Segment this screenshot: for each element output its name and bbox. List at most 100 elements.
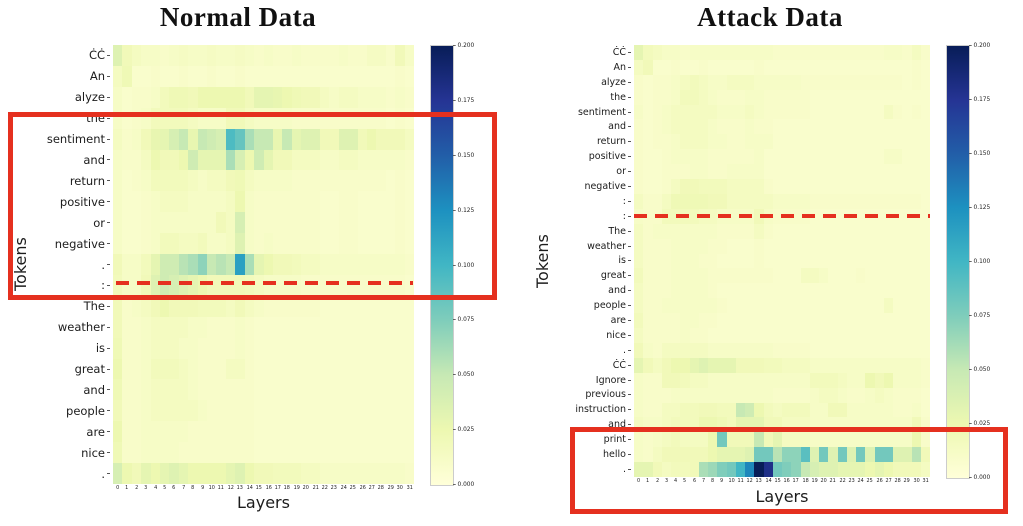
y-token-label: is bbox=[0, 338, 110, 359]
heatmap-cell bbox=[643, 104, 653, 120]
heatmap-cell bbox=[782, 134, 792, 150]
heatmap-cell bbox=[920, 134, 930, 150]
heatmap-cell bbox=[874, 432, 884, 448]
x-tick-label: 30 bbox=[912, 478, 920, 484]
heatmap-cell bbox=[883, 432, 893, 448]
heatmap-cell bbox=[671, 193, 681, 209]
heatmap-cell bbox=[865, 74, 875, 90]
heatmap-cell bbox=[708, 417, 718, 433]
heatmap-cell bbox=[745, 313, 755, 329]
heatmap-cell bbox=[735, 387, 745, 403]
heatmap-cell bbox=[745, 179, 755, 194]
heatmap-cell bbox=[772, 164, 782, 180]
heatmap-cell bbox=[263, 149, 273, 171]
heatmap-cell bbox=[282, 254, 292, 275]
heatmap-cell bbox=[772, 89, 782, 105]
heatmap-cell bbox=[874, 134, 884, 150]
heatmap-cell bbox=[782, 283, 792, 299]
heatmap-cell bbox=[404, 149, 414, 171]
heatmap-cell bbox=[902, 74, 912, 90]
heatmap-cell bbox=[225, 170, 236, 192]
heatmap-cell bbox=[178, 254, 189, 275]
heatmap-cell bbox=[141, 45, 151, 66]
heatmap-cell bbox=[310, 233, 320, 255]
heatmap-cell bbox=[225, 274, 236, 296]
heatmap-cell bbox=[782, 298, 792, 314]
colorbar-tick-label: 0.175 bbox=[453, 96, 475, 103]
heatmap-cell bbox=[800, 298, 810, 314]
y-token-label: sentiment bbox=[0, 129, 110, 150]
heatmap-cell bbox=[310, 170, 320, 192]
heatmap-cell bbox=[893, 313, 903, 329]
heatmap-cell bbox=[310, 149, 320, 171]
heatmap-cell bbox=[782, 268, 792, 284]
heatmap-cell bbox=[122, 45, 132, 66]
heatmap-cell bbox=[763, 164, 773, 180]
heatmap-cell bbox=[357, 191, 367, 213]
heatmap-cell bbox=[911, 417, 921, 433]
heatmap-cell bbox=[319, 45, 330, 66]
heatmap-cell bbox=[225, 400, 236, 422]
heatmap-cell bbox=[809, 283, 819, 299]
heatmap-cell bbox=[113, 316, 123, 338]
heatmap-cell bbox=[376, 379, 386, 401]
heatmap-cell bbox=[113, 274, 123, 296]
heatmap-cell bbox=[680, 149, 690, 165]
heatmap-cell bbox=[893, 134, 903, 150]
heatmap-cell bbox=[329, 149, 339, 171]
heatmap-cell bbox=[828, 283, 838, 299]
heatmap-cell bbox=[671, 447, 681, 463]
heatmap-cell bbox=[893, 59, 903, 75]
heatmap-cell bbox=[717, 119, 727, 135]
heatmap-cell bbox=[178, 212, 189, 234]
heatmap-cell bbox=[113, 358, 123, 380]
heatmap-cell bbox=[169, 86, 179, 108]
heatmap-cell bbox=[178, 45, 189, 66]
heatmap-cell bbox=[634, 357, 644, 373]
heatmap-cell bbox=[726, 328, 736, 343]
heatmap-cell bbox=[661, 447, 671, 463]
heatmap-cell bbox=[376, 65, 386, 87]
heatmap-cell bbox=[661, 59, 671, 75]
heatmap-cell bbox=[113, 233, 123, 255]
heatmap-cell bbox=[717, 193, 727, 209]
heatmap-cell bbox=[150, 191, 161, 213]
heatmap-cell bbox=[874, 387, 884, 403]
heatmap-cell bbox=[235, 170, 245, 192]
heatmap-cell bbox=[661, 104, 671, 120]
heatmap-cell bbox=[291, 274, 302, 296]
heatmap-cell bbox=[828, 164, 838, 180]
heatmap-cell bbox=[791, 402, 801, 418]
heatmap-cell bbox=[745, 253, 755, 269]
heatmap-cell bbox=[902, 193, 912, 209]
heatmap-cell bbox=[865, 223, 875, 239]
heatmap-cell bbox=[169, 442, 179, 464]
heatmap-cell bbox=[282, 358, 292, 380]
heatmap-cell bbox=[911, 149, 921, 165]
y-token-label: great bbox=[0, 359, 110, 380]
heatmap-cell bbox=[856, 372, 866, 388]
heatmap-cell bbox=[726, 74, 736, 90]
heatmap-cell bbox=[338, 442, 349, 464]
heatmap-cell bbox=[837, 179, 847, 194]
heatmap-cell bbox=[634, 193, 644, 209]
heatmap-cell bbox=[874, 179, 884, 194]
heatmap-cell bbox=[634, 432, 644, 448]
heatmap-cell bbox=[338, 337, 349, 359]
heatmap-cell bbox=[652, 268, 662, 284]
heatmap-cell bbox=[329, 107, 339, 129]
heatmap-cell bbox=[122, 316, 132, 338]
heatmap-cell bbox=[698, 372, 708, 388]
heatmap-cell bbox=[819, 357, 829, 373]
heatmap-cell bbox=[689, 357, 699, 373]
heatmap-cell bbox=[911, 238, 921, 254]
heatmap-cell bbox=[698, 447, 708, 463]
heatmap-cell bbox=[754, 134, 764, 150]
x-tick-label: 25 bbox=[349, 485, 356, 491]
heatmap-cell bbox=[385, 45, 396, 66]
heatmap-cell bbox=[883, 372, 893, 388]
heatmap-cell bbox=[754, 238, 764, 254]
heatmap-cell bbox=[348, 233, 358, 255]
heatmap-cell bbox=[883, 134, 893, 150]
colorbar-tick-label: 0.025 bbox=[453, 426, 475, 433]
